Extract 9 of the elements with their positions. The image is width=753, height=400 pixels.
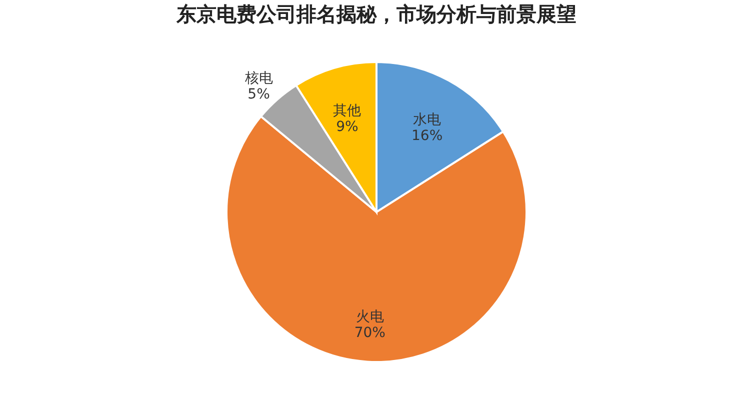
slice-label: 核电: [244, 70, 273, 86]
chart-title: 东京电费公司排名揭秘，市场分析与前景展望: [176, 2, 576, 26]
data-label: 5%: [248, 86, 270, 102]
slice-label: 其他: [333, 103, 362, 120]
slice-label: 水电: [413, 112, 442, 128]
data-label: 70%: [354, 324, 386, 341]
data-label: 9%: [336, 119, 358, 136]
data-label: 16%: [412, 128, 443, 144]
slice-label: 火电: [356, 308, 384, 325]
